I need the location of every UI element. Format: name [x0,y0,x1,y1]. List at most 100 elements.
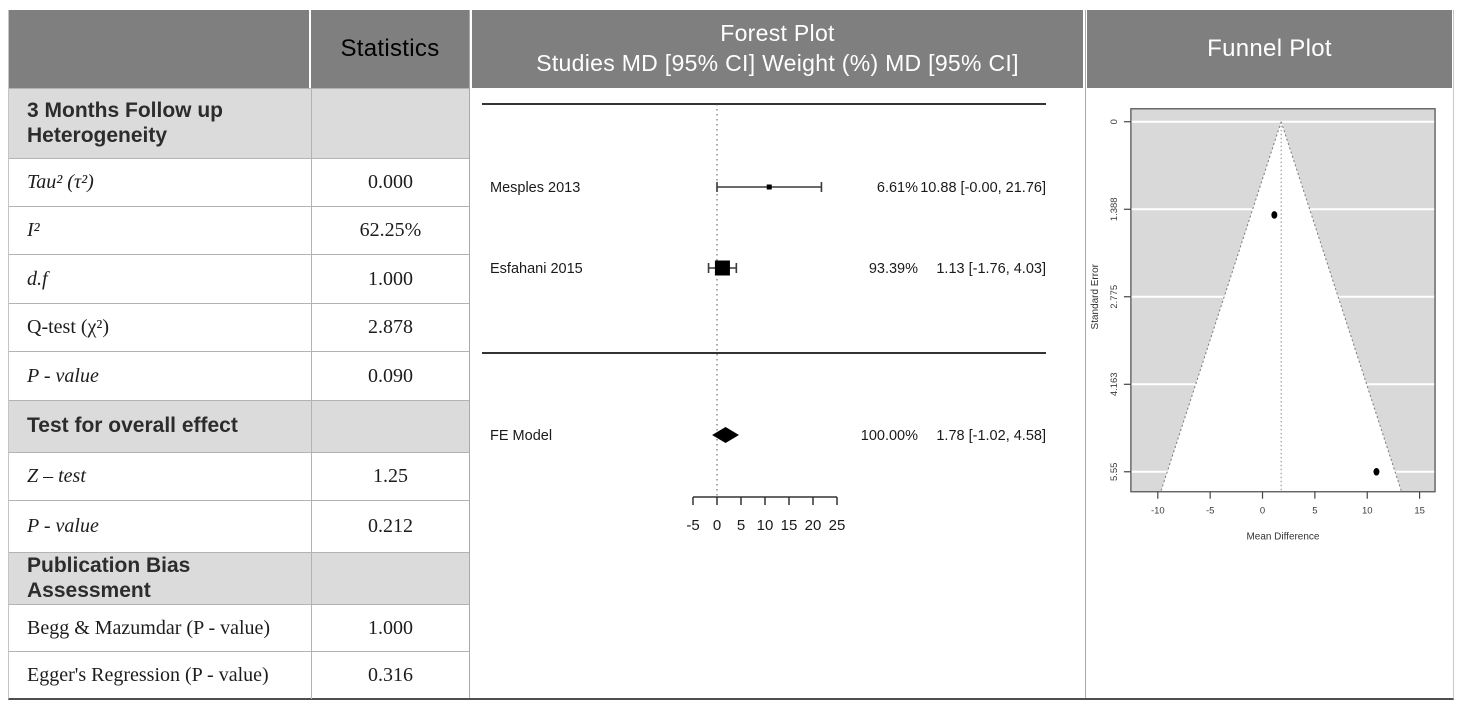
forest-axis-tick-label: 5 [737,517,745,534]
stat-label: d.f [9,254,311,303]
funnel-x-axis-label: Mean Difference [1246,532,1319,543]
forest-plot-title: Forest Plot [720,20,835,47]
stat-value-text: 1.000 [368,616,413,639]
funnel-plot-svg: -10 -5 0 5 10 15 Mean Difference 0 1.388 2.775 4.1… [1090,108,1436,543]
stat-label: Begg & Mazumdar (P - value) [9,604,311,651]
stats-section-header-spacer [311,88,469,158]
stat-value: 0.316 [311,651,469,699]
forest-axis-tick-label: 25 [829,517,846,534]
stat-label: P - value [9,351,311,400]
stat-label-text: Tau² (τ²) [27,171,94,193]
funnel-x-tick-label: 15 [1414,506,1425,517]
stat-value: 0.212 [311,500,469,552]
forest-plot-subtitle: Studies MD [95% CI] Weight (%) MD [95% C… [536,50,1019,76]
stat-label-text: Z – test [27,465,86,487]
statistics-label: Statistics [340,35,440,62]
forest-study-label: Mesples 2013 [490,180,580,196]
stats-section-header-spacer [311,400,469,452]
stat-label: Egger's Regression (P - value) [9,651,311,699]
stat-value-text: 1.000 [368,267,413,290]
funnel-point [1373,467,1380,476]
funnel-plot-title: Funnel Plot [1207,35,1332,62]
stat-value: 0.000 [311,158,469,206]
statistics-table: 3 Months Follow up Heterogeneity Tau² (τ²… [9,88,469,700]
forest-weight: 93.39% [869,261,918,277]
stat-label-text: I² [27,219,40,241]
funnel-y-tick-label: 5.55 [1109,463,1120,481]
stat-value-text: 0.000 [368,171,413,193]
funnel-edge-left [1160,121,1282,492]
stat-label: P - value [9,500,311,552]
stats-section-header-text: 3 Months Follow up Heterogeneity [27,99,223,147]
stat-label-text: Egger's Regression (P - value) [27,664,269,686]
stat-value-text: 62.25% [359,219,422,241]
statistics-panel: Statistics 3 Months Follow up Heterogene… [9,10,469,700]
funnel-x-tick-label: -10 [1151,506,1165,517]
panel-divider [1085,10,1086,698]
forest-axis-tick-label: 10 [757,517,774,534]
funnel-x-tick-label: 10 [1362,506,1373,517]
panel-divider [469,10,470,698]
funnel-y-tick-label: 2.775 [1109,285,1120,309]
forest-axis-tick-label: 0 [713,517,721,534]
stats-section-header: 3 Months Follow up Heterogeneity [9,88,311,158]
stat-value-text: 1.25 [373,465,408,487]
funnel-point [1271,211,1278,219]
table-header-empty-cell [9,10,309,88]
stats-section-header-spacer [311,552,469,604]
stat-label-text: Begg & Mazumdar (P - value) [27,616,271,639]
stat-label-text: d.f [27,267,48,290]
funnel-plot-header: Funnel Plot [1087,10,1452,88]
stat-label: Q-test (χ²) [9,303,311,351]
forest-study-label: Esfahani 2015 [490,261,583,277]
forest-summary-weight: 100.00% [861,428,918,444]
meta-analysis-figure: Statistics 3 Months Follow up Heterogene… [8,10,1454,700]
stat-value-text: 2.878 [368,316,413,338]
statistics-column-header: Statistics [311,10,469,88]
funnel-x-tick-label: 5 [1312,506,1317,517]
stat-value: 1.000 [311,604,469,651]
forest-summary-label: FE Model [490,428,552,444]
funnel-edge-right [1280,121,1403,492]
stats-section-header: Publication Bias Assessment [9,552,311,604]
stat-label: Z – test [9,452,311,500]
funnel-region [1160,121,1402,492]
stat-label: Tau² (τ²) [9,158,311,206]
stat-label-text: P - value [27,515,99,537]
stats-section-header-text: Publication Bias Assessment [27,554,191,602]
stat-label-text: P - value [27,364,99,387]
funnel-plot-box [1130,108,1436,493]
stat-value: 1.25 [311,452,469,500]
forest-plot-header: Forest Plot Studies MD [95% CI] Weight (… [472,10,1083,88]
stat-value-text: 0.090 [368,364,413,387]
stat-value: 62.25% [311,206,469,254]
funnel-x-tick-label: 0 [1260,506,1265,517]
stats-section-header: Test for overall effect [9,400,311,452]
stat-value-text: 0.316 [368,664,413,686]
stat-label: I² [9,206,311,254]
forest-plot-svg: Mesples 2013 6.61% 10.88 [-0.00, 21.76] Esf… [482,103,1046,534]
stat-value-text: 0.212 [368,515,413,537]
forest-weight: 6.61% [877,180,918,196]
funnel-y-tick-label: 1.388 [1109,197,1120,221]
stat-value: 0.090 [311,351,469,400]
forest-axis-tick-label: -5 [686,517,699,534]
stat-value: 2.878 [311,303,469,351]
forest-summary-estimate: 1.78 [-1.02, 4.58] [936,428,1046,444]
funnel-y-tick-label: 4.163 [1109,372,1120,396]
forest-point-square [714,260,730,276]
forest-axis-tick-label: 20 [805,517,822,534]
funnel-plot-panel: Funnel Plot -10 -5 0 5 10 15 Mean Difference 0 1… [1086,10,1453,698]
funnel-y-tick-label: 0 [1109,119,1120,124]
stat-value: 1.000 [311,254,469,303]
forest-point-square [766,184,772,190]
forest-axis-tick-label: 15 [781,517,798,534]
forest-summary-diamond [712,427,739,443]
table-header-row: Statistics [9,10,469,88]
forest-estimate: 10.88 [-0.00, 21.76] [920,180,1046,196]
stat-label-text: Q-test (χ²) [27,316,110,338]
forest-estimate: 1.13 [-1.76, 4.03] [936,261,1046,277]
funnel-x-tick-label: -5 [1206,506,1214,517]
forest-plot-panel: Forest Plot Studies MD [95% CI] Weight (… [470,10,1085,698]
funnel-y-axis-label: Standard Error [1090,263,1101,329]
